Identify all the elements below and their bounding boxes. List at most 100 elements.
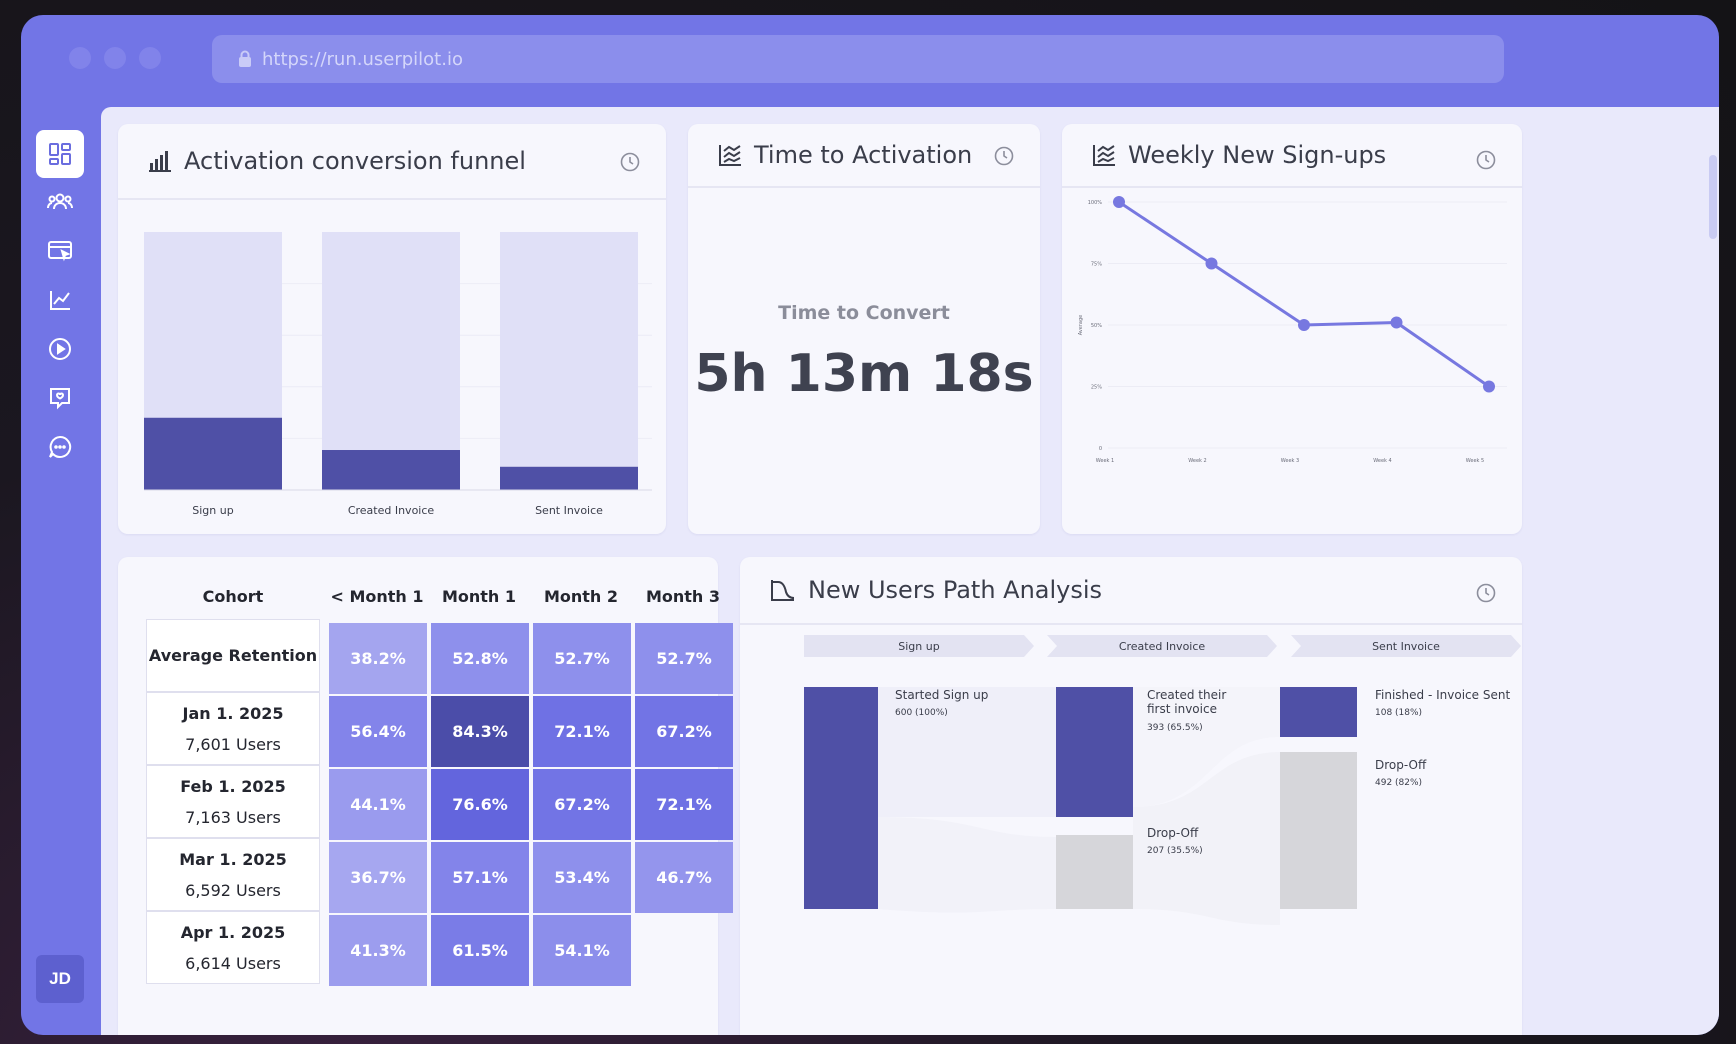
dashboard-icon [49, 143, 71, 165]
funnel-bar[interactable] [144, 417, 282, 490]
retention-cell[interactable]: 72.1% [635, 769, 733, 840]
funnel-category-label: Sign up [192, 504, 233, 517]
dashboard-area: Activation conversion funnel Sign up Crea… [101, 107, 1719, 1035]
window-close-dot[interactable] [69, 47, 91, 69]
clock-icon[interactable] [1476, 583, 1496, 603]
node-label: Finished - Invoice Sent [1375, 688, 1510, 702]
time-to-convert-value: 5h 13m 18s [694, 344, 1034, 404]
column-header: Month 3 [645, 587, 721, 606]
funnel-bar-bg [500, 232, 638, 490]
node-value: 393 (65.5%) [1147, 723, 1203, 733]
node-value: 108 (18%) [1375, 708, 1422, 718]
node-drop-off[interactable] [1056, 835, 1133, 909]
column-header: Cohort [202, 587, 264, 606]
path-step-label: Sign up [898, 640, 939, 653]
x-tick-label: Week 2 [1188, 458, 1206, 464]
window-maximize-dot[interactable] [139, 47, 161, 69]
retention-cell[interactable]: 52.8% [431, 623, 529, 694]
area-chart-icon [719, 145, 741, 166]
sidebar-item-flows[interactable] [36, 227, 84, 275]
clock-icon[interactable] [1476, 150, 1496, 170]
retention-cell[interactable]: 52.7% [533, 623, 631, 694]
retention-cell[interactable]: 46.7% [635, 842, 733, 913]
x-tick-label: Week 5 [1466, 458, 1484, 464]
clock-icon[interactable] [994, 146, 1014, 166]
x-tick-label: Week 3 [1281, 458, 1299, 464]
y-tick-label: 0 [1099, 446, 1102, 452]
node-label: Drop-Off [1147, 826, 1199, 840]
chat-icon [49, 435, 72, 458]
node-label: Drop-Off [1375, 758, 1427, 772]
funnel-card-header: Activation conversion funnel [118, 124, 666, 200]
retention-cell[interactable]: 67.2% [635, 696, 733, 767]
sidebar-item-messages[interactable] [36, 423, 84, 471]
node-invoice-sent[interactable] [1280, 687, 1357, 737]
y-tick-label: 75% [1091, 262, 1102, 268]
signups-line [1118, 200, 1490, 388]
signups-point[interactable] [1390, 316, 1403, 329]
flows-icon [48, 241, 72, 262]
retention-cell[interactable]: 41.3% [329, 915, 427, 986]
flow-band [1133, 687, 1280, 807]
funnel-category-label: Created Invoice [348, 504, 435, 517]
signups-point[interactable] [1298, 319, 1310, 331]
retention-cell[interactable]: 44.1% [329, 769, 427, 840]
bar-chart-icon [149, 151, 171, 172]
retention-cell[interactable]: 67.2% [533, 769, 631, 840]
time-to-activation-card: Time to Activation Time to Convert 5h 13… [688, 124, 1040, 534]
retention-cell[interactable]: 36.7% [329, 842, 427, 913]
window-minimize-dot[interactable] [104, 47, 126, 69]
path-step-label: Sent Invoice [1372, 640, 1440, 653]
node-drop-off[interactable] [1280, 752, 1357, 909]
sidebar-item-feedback[interactable] [36, 374, 84, 422]
sidebar-item-analytics[interactable] [36, 276, 84, 324]
sidebar-item-sessions[interactable] [36, 325, 84, 373]
funnel-bar-bg [322, 232, 460, 490]
cohort-users: 7,601 Users [185, 734, 281, 754]
sidebar-item-users[interactable] [36, 178, 84, 226]
node-value: 492 (82%) [1375, 778, 1422, 788]
y-tick-label: 100% [1088, 200, 1103, 206]
cohort-date: Apr 1. 2025 [180, 922, 286, 942]
cohort-label: Apr 1. 2025 6,614 Users [146, 911, 320, 984]
retention-cell[interactable]: 76.6% [431, 769, 529, 840]
cohort-label: Jan 1. 2025 7,601 Users [146, 692, 320, 765]
retention-cell[interactable]: 56.4% [329, 696, 427, 767]
node-started-sign-up[interactable] [804, 687, 878, 909]
node-label: Created their [1147, 688, 1226, 702]
address-bar[interactable]: https://run.userpilot.io [212, 35, 1504, 83]
retention-cell[interactable]: 38.2% [329, 623, 427, 694]
flow-band [1133, 752, 1280, 925]
retention-cell[interactable]: 54.1% [533, 915, 631, 986]
retention-cell[interactable]: 61.5% [431, 915, 529, 986]
funnel-bar[interactable] [322, 450, 460, 490]
path-analysis-header: New Users Path Analysis [740, 557, 1522, 625]
funnel-chart-icon [771, 580, 795, 601]
retention-cell[interactable]: 57.1% [431, 842, 529, 913]
path-step-chevron [804, 635, 1034, 657]
funnel-bar[interactable] [500, 466, 638, 490]
signups-point[interactable] [1483, 380, 1495, 393]
sidebar-item-dashboard[interactable] [36, 130, 84, 178]
retention-cell[interactable]: 52.7% [635, 623, 733, 694]
retention-cell[interactable]: 84.3% [431, 696, 529, 767]
path-step-chevron [1047, 635, 1277, 657]
cohort-users: 6,592 Users [185, 880, 281, 900]
clock-icon[interactable] [620, 152, 640, 172]
path-analysis-title: New Users Path Analysis [808, 576, 1103, 604]
lock-icon [239, 50, 251, 67]
signups-point[interactable] [1113, 196, 1125, 208]
cohort-date: Jan 1. 2025 [182, 703, 284, 723]
cohort-label: Feb 1. 2025 7,163 Users [146, 765, 320, 838]
path-analysis-card: New Users Path Analysis Sign up Created I… [740, 557, 1522, 1035]
signups-point[interactable] [1205, 257, 1218, 270]
scrollbar[interactable] [1709, 155, 1717, 239]
cohort-date: Mar 1. 2025 [179, 849, 287, 869]
funnel-title: Activation conversion funnel [184, 147, 526, 175]
retention-cell[interactable]: 72.1% [533, 696, 631, 767]
node-created-invoice[interactable] [1056, 687, 1133, 817]
retention-cell[interactable]: 53.4% [533, 842, 631, 913]
users-icon [47, 193, 73, 210]
avatar[interactable]: JD [36, 955, 84, 1003]
url-text: https://run.userpilot.io [262, 48, 463, 70]
